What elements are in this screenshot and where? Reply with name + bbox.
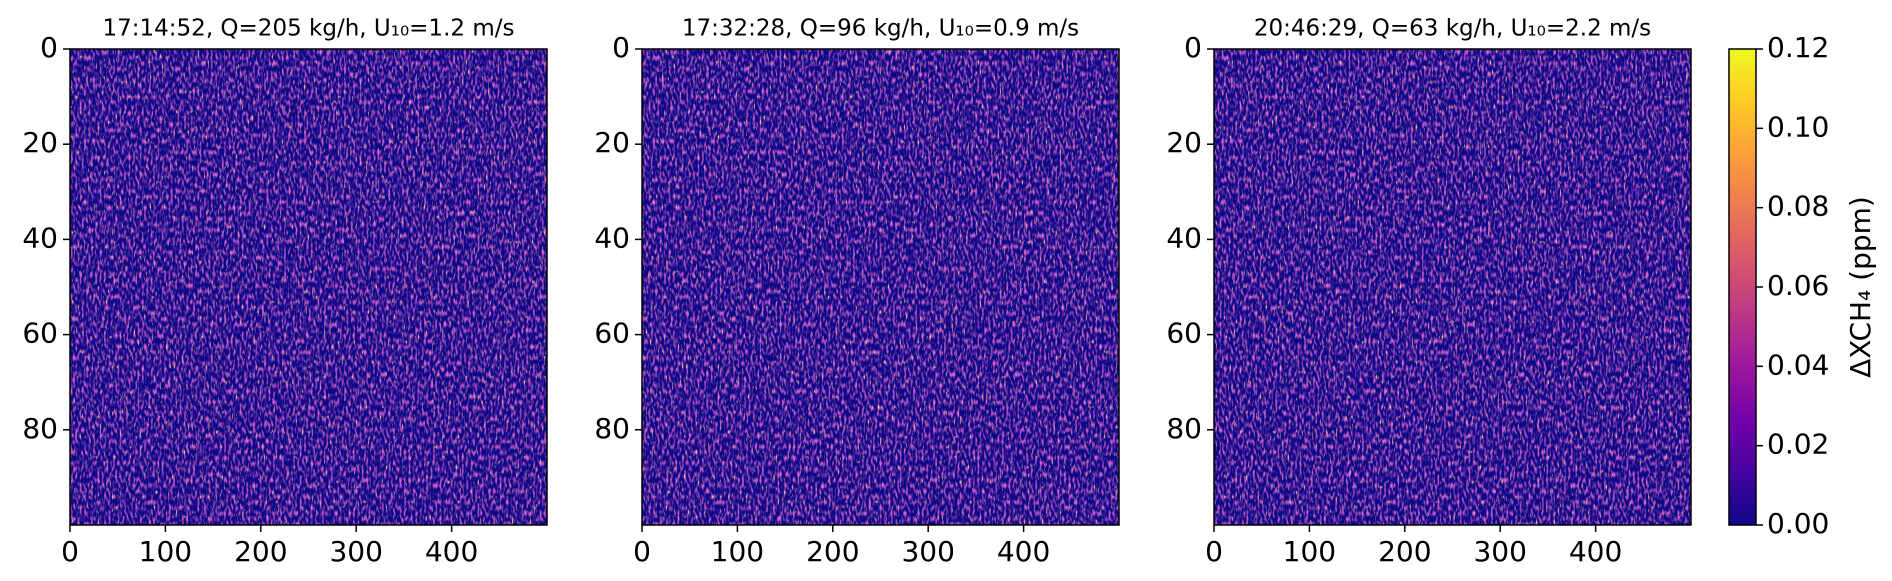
x-tick-label: 0 [633, 535, 651, 568]
x-tick-label: 100 [139, 535, 192, 568]
x-tick-label: 400 [425, 535, 478, 568]
heatmap-texture [642, 49, 1119, 525]
y-tick-label: 80 [594, 412, 630, 445]
axes-frame [641, 48, 1120, 526]
x-tick-label: 0 [61, 535, 79, 568]
colorbar-tick-label: 0.10 [1767, 110, 1829, 143]
colorbar-tick-label: 0.06 [1767, 269, 1829, 302]
y-tick-label: 20 [1166, 126, 1202, 159]
colorbar [1728, 48, 1757, 526]
panel-title: 17:32:28, Q=96 kg/h, U₁₀=0.9 m/s [682, 16, 1079, 42]
colorbar-label: ΔXCH₄ (ppm) [1844, 196, 1877, 378]
axes-frame [69, 48, 548, 526]
y-tick-label: 60 [1166, 317, 1202, 350]
y-tick-label: 60 [22, 317, 58, 350]
colorbar-tick-label: 0.00 [1767, 507, 1829, 540]
x-tick-label: 400 [997, 535, 1050, 568]
y-tick-label: 80 [1166, 412, 1202, 445]
colorbar-tick-label: 0.12 [1767, 31, 1829, 64]
y-tick-label: 0 [40, 31, 58, 64]
y-tick-label: 40 [1166, 221, 1202, 254]
heatmap-texture [70, 49, 547, 525]
x-tick-label: 0 [1205, 535, 1223, 568]
colorbar-tick-label: 0.08 [1767, 190, 1829, 223]
x-tick-label: 300 [901, 535, 954, 568]
x-tick-label: 100 [711, 535, 764, 568]
y-tick-label: 20 [22, 126, 58, 159]
x-tick-label: 200 [1378, 535, 1431, 568]
x-tick-label: 200 [234, 535, 287, 568]
colorbar-tick-label: 0.02 [1767, 428, 1829, 461]
y-tick-label: 0 [612, 31, 630, 64]
x-tick-label: 100 [1283, 535, 1336, 568]
y-tick-label: 80 [22, 412, 58, 445]
y-tick-label: 40 [22, 221, 58, 254]
y-tick-label: 40 [594, 221, 630, 254]
heatmap-texture [1214, 49, 1691, 525]
x-tick-label: 200 [806, 535, 859, 568]
colorbar-tick-label: 0.04 [1767, 348, 1829, 381]
x-tick-label: 300 [329, 535, 382, 568]
y-tick-label: 20 [594, 126, 630, 159]
panel-title: 20:46:29, Q=63 kg/h, U₁₀=2.2 m/s [1254, 16, 1651, 42]
panel-title: 17:14:52, Q=205 kg/h, U₁₀=1.2 m/s [103, 16, 515, 42]
y-tick-label: 60 [594, 317, 630, 350]
x-tick-label: 400 [1569, 535, 1622, 568]
x-tick-label: 300 [1473, 535, 1526, 568]
axes-frame [1213, 48, 1692, 526]
y-tick-label: 0 [1184, 31, 1202, 64]
